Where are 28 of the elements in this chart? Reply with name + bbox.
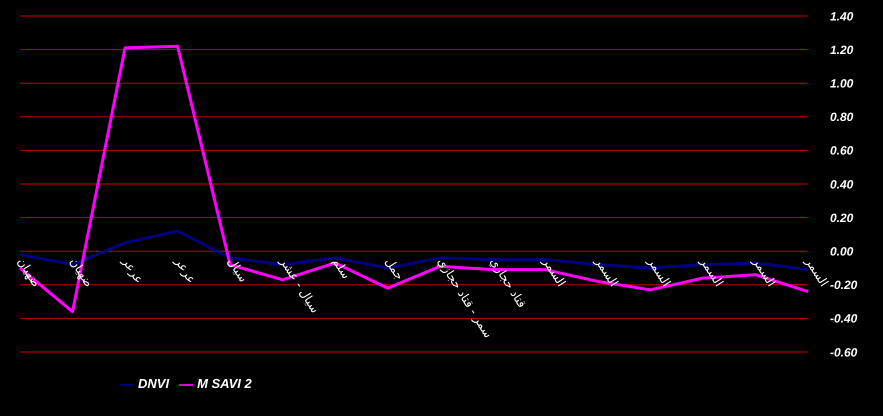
x-tick-label: السمر: [697, 254, 726, 290]
x-tick-label: سيال: [224, 255, 250, 285]
legend-label: DNVI: [138, 376, 170, 391]
x-tick-label: جمل: [382, 255, 407, 282]
y-tick-label: 0.20: [830, 210, 854, 225]
x-tick-label: عرعر: [119, 254, 146, 286]
legend-label: M SAVI 2: [197, 376, 252, 391]
y-tick-label: 1.00: [830, 76, 854, 90]
y-tick-label: 0.00: [830, 244, 854, 258]
y-tick-label: 0.40: [830, 177, 854, 192]
y-tick-label: -0.60: [830, 345, 858, 360]
x-tick-label: سيال - عشر: [276, 254, 322, 316]
y-tick-label: 1.20: [830, 42, 854, 57]
x-tick-label: ضهيان: [67, 255, 96, 290]
x-tick-label: السمر: [802, 254, 832, 290]
x-tick-label: قتاد حجازي: [487, 255, 530, 310]
x-tick-label: السمر: [539, 254, 568, 290]
y-tick-label: -0.20: [830, 278, 858, 292]
x-tick-label: عرعر: [172, 254, 199, 286]
y-tick-label: 0.80: [830, 110, 854, 124]
x-tick-label: السمر: [592, 254, 621, 290]
y-tick-label: -0.40: [830, 312, 858, 326]
x-tick-label: السمر: [644, 254, 674, 290]
x-tick-label: السمر: [750, 254, 779, 290]
x-tick-label: سلم: [330, 255, 354, 282]
x-tick-label: ضهيان: [14, 255, 44, 290]
y-tick-label: 0.60: [830, 144, 854, 158]
y-tick-label: 1.40: [830, 9, 854, 24]
